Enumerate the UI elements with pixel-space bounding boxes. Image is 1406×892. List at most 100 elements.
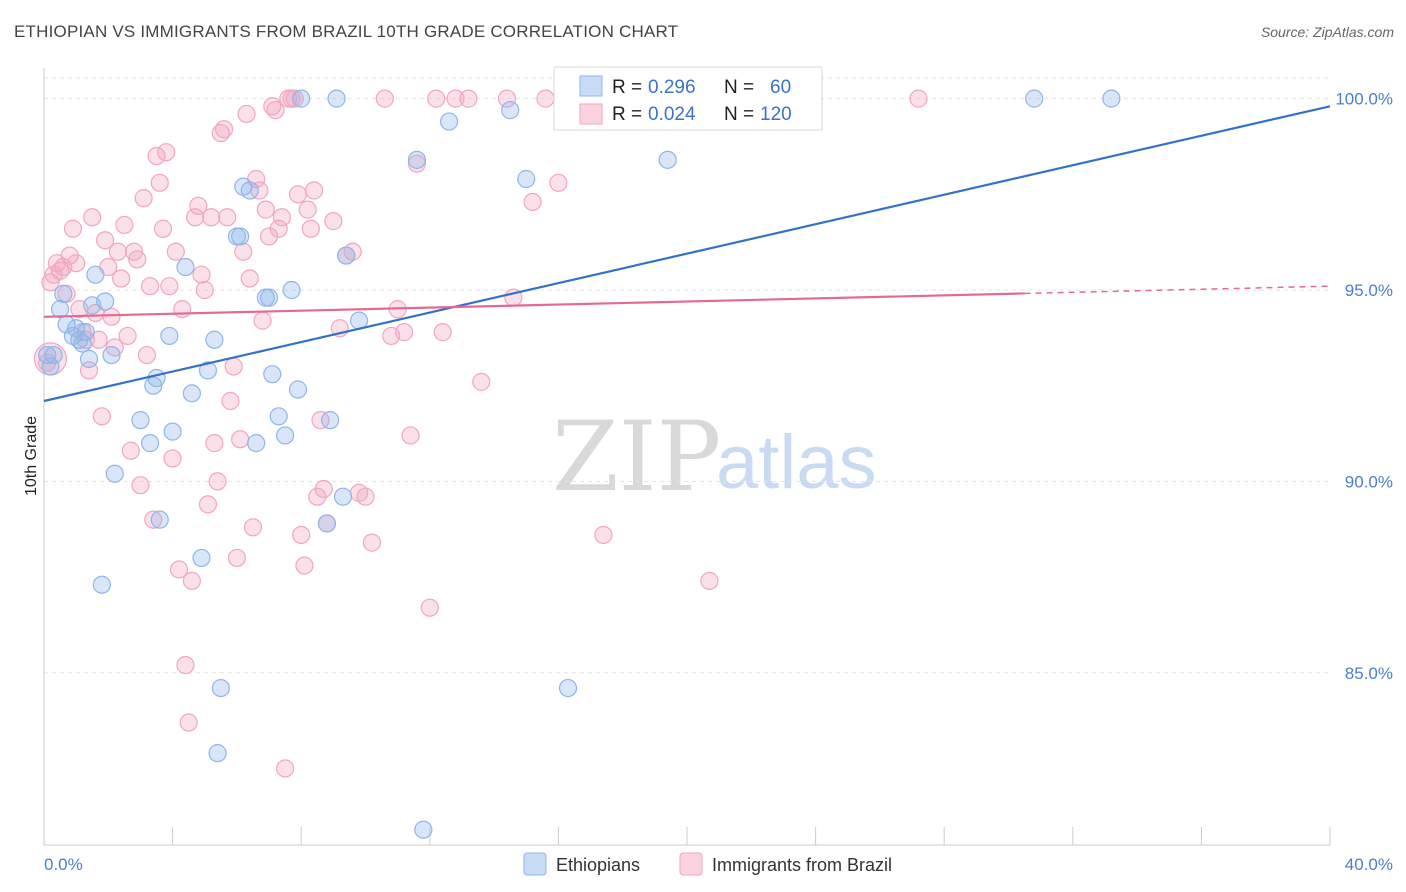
ethiopian-point [54, 284, 73, 303]
ethiopian-point [79, 349, 99, 368]
brazil-point [102, 307, 121, 326]
brazil-point [446, 89, 465, 108]
brazil-point [182, 571, 201, 590]
brazil-point [497, 89, 517, 108]
brazil-point [433, 323, 452, 342]
ethiopian-point [150, 510, 169, 529]
brazil-point [909, 89, 928, 108]
brazil-point [95, 231, 115, 250]
ethiopian-point [86, 265, 105, 284]
brazil-point [186, 208, 205, 227]
source-credit: Source: ZipAtlas.com [1260, 24, 1394, 40]
y-tick-label: 85.0% [1345, 664, 1393, 683]
ethiopian-point [414, 820, 433, 839]
ethiopian-point [337, 246, 356, 265]
ethiopian-point [407, 150, 427, 169]
brazil-points [33, 89, 928, 778]
ethiopian-point [50, 300, 70, 319]
ethiopian-point [292, 89, 311, 108]
ethiopian-point [231, 227, 250, 246]
ethiopian-point [140, 434, 160, 453]
brazil-point [259, 227, 279, 246]
brazil-point [700, 571, 719, 590]
ethiopian-point [327, 89, 346, 108]
brazil-point [234, 242, 253, 261]
ethiopian-point [658, 150, 677, 169]
ethiopian-point [558, 678, 578, 698]
brazil-point [198, 495, 218, 514]
brazil-point [112, 269, 131, 288]
chart-title: ETHIOPIAN VS IMMIGRANTS FROM BRAZIL 10TH… [14, 22, 679, 41]
brazil-point [160, 277, 179, 296]
ethiopian-point [517, 169, 536, 189]
brazil-point [137, 345, 156, 365]
ethiopian-point [44, 345, 63, 365]
brazil-point [115, 215, 134, 235]
brazil-point [536, 89, 555, 108]
brazil-point [288, 185, 308, 204]
ethiopian-point [192, 548, 211, 568]
brazil-point [292, 525, 311, 545]
watermark-atlas: atlas [716, 420, 877, 505]
legend-label-brazil: Immigrants from Brazil [712, 855, 892, 875]
y-tick-label: 100.0% [1335, 90, 1393, 109]
brazil-point [192, 265, 211, 284]
watermark-zip: ZIP [552, 401, 721, 513]
brazil-point [218, 208, 237, 227]
stats-swatch-brazil [579, 103, 603, 125]
grid-lines [44, 77, 1330, 674]
ethiopian-point [269, 407, 288, 426]
brazil-point [269, 219, 288, 238]
brazil-point [214, 120, 234, 139]
brazil-point [356, 487, 375, 506]
ethiopian-points [38, 89, 1121, 839]
ethiopian-point [1025, 89, 1044, 108]
brazil-point [179, 713, 198, 732]
ethiopian-point [333, 487, 353, 506]
ethiopian-point [247, 434, 266, 453]
brazil-point [189, 196, 208, 215]
ethiopian-point [182, 384, 201, 403]
brazil-point [301, 219, 320, 238]
stats-box: R = 0.296 N = 60 R = 0.024 N = 120 [553, 66, 823, 131]
ethiopian-point [105, 464, 124, 483]
stats-n-value-2: 120 [760, 104, 792, 125]
ethiopian-point [73, 334, 92, 353]
brazil-point [314, 479, 333, 499]
brazil-point [83, 208, 102, 227]
stats-n-value-1: 60 [770, 77, 791, 98]
brazil-point [427, 89, 446, 108]
legend: Ethiopians Immigrants from Brazil [523, 852, 892, 876]
brazil-point [407, 154, 427, 173]
ethiopian-point [38, 345, 57, 365]
ethiopian-point [211, 678, 230, 698]
brazil-point [134, 189, 153, 208]
x-tick-label: 40.0% [1345, 855, 1393, 874]
ethiopian-point [439, 112, 459, 131]
brazil-point [375, 89, 394, 108]
ethiopian-trend-line [43, 105, 1331, 403]
brazil-point [163, 449, 182, 468]
brazil-point [298, 200, 317, 219]
brazil-point [272, 208, 292, 227]
brazil-point [92, 407, 111, 426]
brazil-point [420, 598, 439, 617]
brazil-point [118, 326, 137, 346]
brazil-point [108, 242, 128, 261]
ethiopian-point [240, 181, 259, 200]
ethiopian-point [176, 257, 195, 277]
stats-r-label-2: R = [612, 104, 642, 125]
x-tick-label: 0.0% [44, 855, 83, 874]
brazil-point [276, 759, 295, 778]
ethiopian-point [501, 101, 520, 120]
ethiopian-point [76, 323, 95, 342]
stats-swatch-ethiopians [579, 75, 603, 97]
brazil-point [549, 173, 568, 192]
ethiopian-point [208, 744, 227, 763]
axes [43, 68, 1331, 846]
brazil-point [523, 192, 542, 212]
brazil-point [304, 181, 324, 200]
stats-n-label-2: N = [724, 104, 754, 125]
brazil-point [362, 533, 382, 552]
brazil-point [144, 510, 163, 529]
